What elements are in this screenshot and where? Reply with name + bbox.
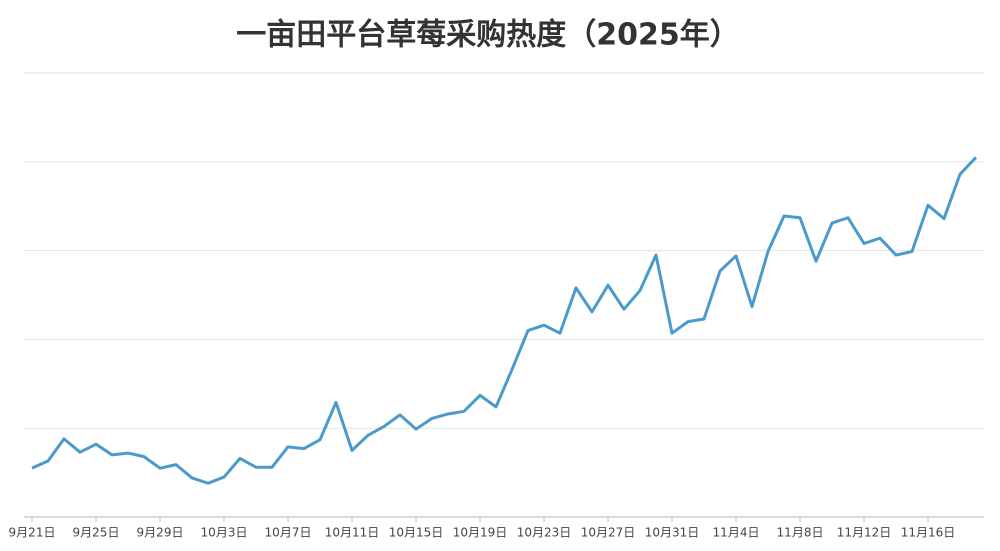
- x-tick-label: 10月3日: [201, 526, 248, 540]
- x-tick-label: 11月8日: [777, 526, 824, 540]
- line: [31, 156, 978, 485]
- x-tick-label: 10月7日: [265, 526, 312, 540]
- x-tick-label: 9月29日: [137, 526, 184, 540]
- x-tick-label: 10月19日: [453, 526, 508, 540]
- x-tick-label: 11月12日: [837, 526, 892, 540]
- chart-title: 一亩田平台草莓采购热度（2025年）: [236, 18, 740, 53]
- x-tick-label: 10月27日: [581, 526, 636, 540]
- x-tick-label: 11月4日: [713, 526, 760, 540]
- x-tick-label: 11月16日: [901, 526, 956, 540]
- x-tick-label: 10月15日: [389, 526, 444, 540]
- x-tick-label: 10月11日: [325, 526, 380, 540]
- x-tick-label: 10月23日: [517, 526, 572, 540]
- x-tick-label: 9月25日: [73, 526, 120, 540]
- x-tick-label: 9月21日: [9, 526, 56, 540]
- x-tick-label: 10月31日: [645, 526, 700, 540]
